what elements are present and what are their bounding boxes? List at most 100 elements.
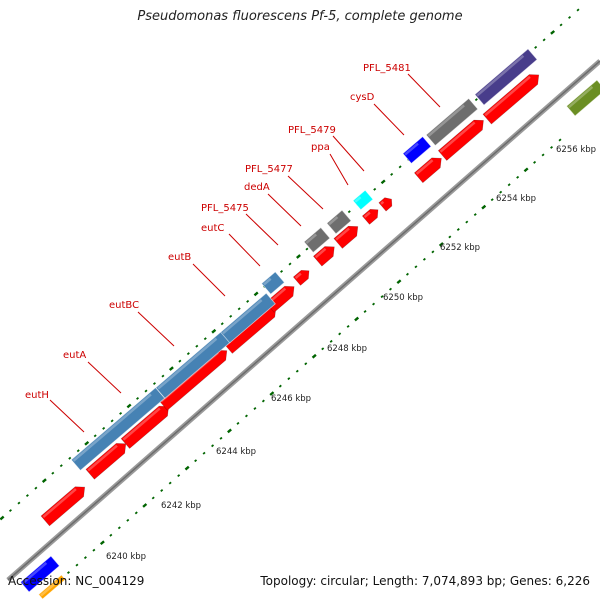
- cds-gene-PFL_5479[interactable]: [378, 195, 395, 212]
- upper-scale-tick: [76, 449, 80, 453]
- band-orange-bottom-shape[interactable]: [38, 574, 66, 600]
- band-eutB-shape[interactable]: [220, 292, 276, 344]
- leader-ppa: [329, 153, 349, 186]
- lower-scale-tick: [244, 414, 248, 418]
- upper-scale-tick: [168, 366, 174, 371]
- cds-gene-ppa-shape[interactable]: [361, 206, 381, 225]
- band-PFL_5477-highlight: [328, 216, 339, 226]
- gene-label-ppa[interactable]: ppa: [311, 142, 330, 153]
- gene-label-eutbc[interactable]: eutBC: [109, 300, 139, 311]
- cds-gene-PFL_5481-2-highlight: [484, 75, 531, 117]
- band-eutC[interactable]: [261, 271, 285, 295]
- band-dedA-shape[interactable]: [303, 226, 331, 254]
- band-PFL_5481-highlight: [476, 54, 525, 97]
- cds-gene-eutA-shape[interactable]: [120, 402, 173, 449]
- scale-label-6242-kbp: 6242 kbp: [161, 501, 201, 511]
- lower-scale-tick: [168, 481, 172, 485]
- upper-scale-tick: [253, 291, 259, 297]
- cds-gene-eutH[interactable]: [85, 439, 130, 480]
- gene-label-cysd[interactable]: cysD: [350, 92, 375, 103]
- band-PFL_5480-highlight: [427, 104, 465, 137]
- cds-gene-PFL_5477-shape[interactable]: [333, 222, 362, 249]
- cds-gene-6241[interactable]: [40, 482, 89, 527]
- gene-label-euth[interactable]: eutH: [25, 390, 49, 401]
- band-blue-bottom-shape[interactable]: [20, 555, 60, 593]
- band-PFL_5477-shape[interactable]: [326, 209, 352, 235]
- band-cysD[interactable]: [402, 136, 432, 164]
- cds-gene-dedA-shape[interactable]: [312, 242, 338, 267]
- band-orange-bottom[interactable]: [38, 574, 66, 600]
- gene-label-pfl-5481[interactable]: PFL_5481: [363, 63, 411, 74]
- band-orange-bottom-highlight: [40, 580, 58, 597]
- upper-scale-tick: [161, 374, 165, 378]
- band-PFL_5480[interactable]: [425, 97, 479, 147]
- cds-gene-eutA[interactable]: [120, 402, 173, 449]
- gene-label-deda[interactable]: dedA: [244, 182, 270, 193]
- upper-scale-tick: [380, 179, 386, 185]
- band-PFL_5481-shape[interactable]: [474, 48, 538, 106]
- scale-label-6250-kbp: 6250 kbp: [383, 293, 423, 303]
- lower-scale-tick: [83, 556, 87, 560]
- leader-eutc: [228, 233, 261, 267]
- cds-gene-cysD[interactable]: [413, 153, 445, 184]
- leader-pfl-5477: [287, 175, 324, 210]
- band-PFL_5477[interactable]: [326, 209, 352, 235]
- band-olive-right-highlight: [567, 86, 594, 109]
- band-olive-right-shape[interactable]: [566, 79, 600, 117]
- leader-pfl-5475: [245, 213, 279, 246]
- band-ppa[interactable]: [352, 189, 374, 211]
- upper-scale-tick: [186, 352, 190, 356]
- band-dedA[interactable]: [303, 226, 331, 254]
- cds-gene-PFL_5479-shape[interactable]: [378, 195, 395, 212]
- accession-text: Accession: NC_004129: [8, 574, 145, 588]
- upper-scale-tick: [25, 494, 29, 498]
- band-PFL_5480-shape[interactable]: [425, 97, 479, 147]
- leader-eutbc: [137, 311, 175, 347]
- upper-scale-tick: [576, 8, 580, 12]
- band-PFL_5481[interactable]: [474, 48, 538, 106]
- cds-gene-dedA-highlight: [314, 247, 327, 259]
- gene-label-pfl-5477[interactable]: PFL_5477: [245, 164, 293, 175]
- cds-gene-ppa[interactable]: [361, 206, 381, 225]
- lower-scale-tick: [321, 347, 325, 351]
- upper-scale-tick: [288, 262, 292, 266]
- lower-scale-tick: [456, 228, 460, 231]
- cds-gene-dedA[interactable]: [312, 242, 338, 267]
- band-blue-bottom[interactable]: [20, 555, 60, 593]
- upper-scale-tick: [126, 403, 132, 409]
- gene-label-eutb[interactable]: eutB: [168, 252, 191, 263]
- cds-gene-PFL_5481-1-shape[interactable]: [437, 115, 487, 161]
- cds-gene-PFL_5481-2[interactable]: [482, 70, 543, 125]
- gene-label-pfl-5479[interactable]: PFL_5479: [288, 125, 336, 136]
- cds-gene-6241-shape[interactable]: [40, 482, 89, 527]
- lower-scale-tick: [311, 353, 317, 359]
- upper-scale-tick: [211, 328, 217, 334]
- cds-gene-PFL_5475[interactable]: [292, 267, 312, 286]
- lower-scale-tick: [99, 540, 105, 546]
- gene-label-euta[interactable]: eutA: [63, 350, 86, 361]
- cds-gene-PFL_5477[interactable]: [333, 222, 362, 249]
- gene-label-pfl-5475[interactable]: PFL_5475: [201, 203, 249, 214]
- band-eutC-shape[interactable]: [261, 271, 285, 295]
- leader-euth: [49, 399, 85, 433]
- upper-scale-tick: [102, 426, 106, 430]
- cds-gene-PFL_5475-shape[interactable]: [292, 267, 312, 286]
- leader-pfl-5479: [332, 135, 365, 172]
- upper-scale-tick: [59, 464, 63, 468]
- cds-gene-eutH-shape[interactable]: [85, 439, 130, 480]
- cds-gene-cysD-shape[interactable]: [413, 153, 445, 184]
- lower-scale-tick: [304, 362, 308, 366]
- band-olive-right[interactable]: [566, 79, 600, 117]
- band-ppa-shape[interactable]: [352, 189, 374, 211]
- cds-gene-PFL_5481-1[interactable]: [437, 115, 487, 161]
- gene-label-eutc[interactable]: eutC: [201, 223, 224, 234]
- band-eutB[interactable]: [220, 292, 276, 344]
- band-cysD-shape[interactable]: [402, 136, 432, 164]
- lower-scale-tick: [473, 213, 477, 217]
- upper-scale-tick: [152, 382, 156, 385]
- cds-gene-PFL_5481-2-shape[interactable]: [482, 70, 543, 125]
- lower-scale-tick: [516, 175, 520, 179]
- cds-gene-eutA-highlight: [122, 407, 161, 441]
- lower-scale-tick: [329, 339, 333, 343]
- scale-label-6246-kbp: 6246 kbp: [271, 394, 311, 404]
